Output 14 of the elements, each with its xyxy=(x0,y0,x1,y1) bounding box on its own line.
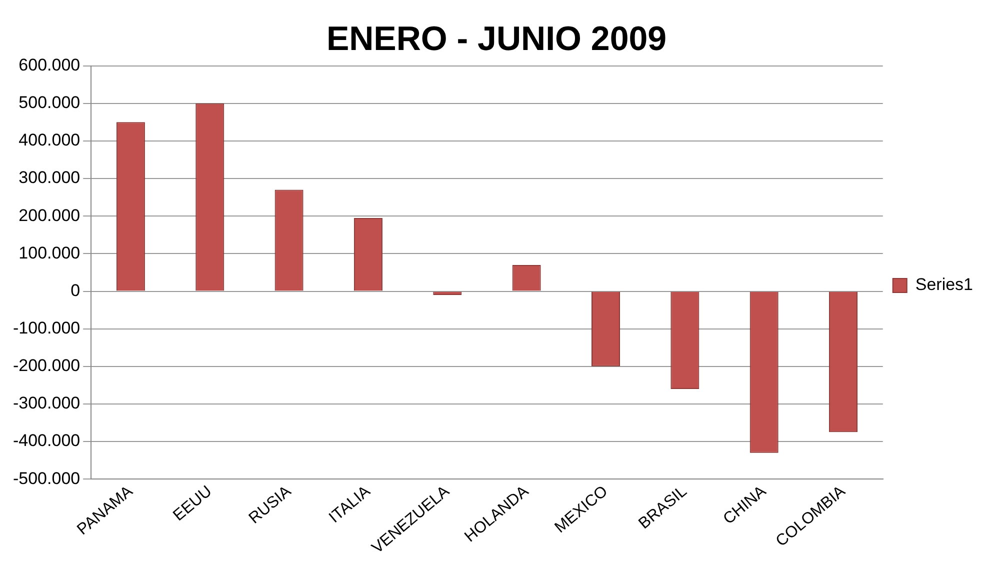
legend-label: Series1 xyxy=(915,275,973,294)
y-tick-label: -100.000 xyxy=(12,318,80,338)
y-tick-label: 200.000 xyxy=(18,206,80,225)
chart-title: ENERO - JUNIO 2009 xyxy=(326,20,667,58)
y-tick-label: 500.000 xyxy=(18,93,80,112)
y-tick-label: 300.000 xyxy=(18,168,80,188)
y-tick-label: -300.000 xyxy=(12,394,80,413)
y-tick-label: 100.000 xyxy=(18,243,80,262)
y-tick-label: -400.000 xyxy=(12,431,80,450)
y-tick-label: 600.000 xyxy=(18,55,80,74)
y-tick-label: 400.000 xyxy=(18,130,80,150)
y-tick-label: -200.000 xyxy=(12,356,80,376)
y-tick-label: 0 xyxy=(70,280,80,300)
y-tick-label: -500.000 xyxy=(12,468,80,488)
